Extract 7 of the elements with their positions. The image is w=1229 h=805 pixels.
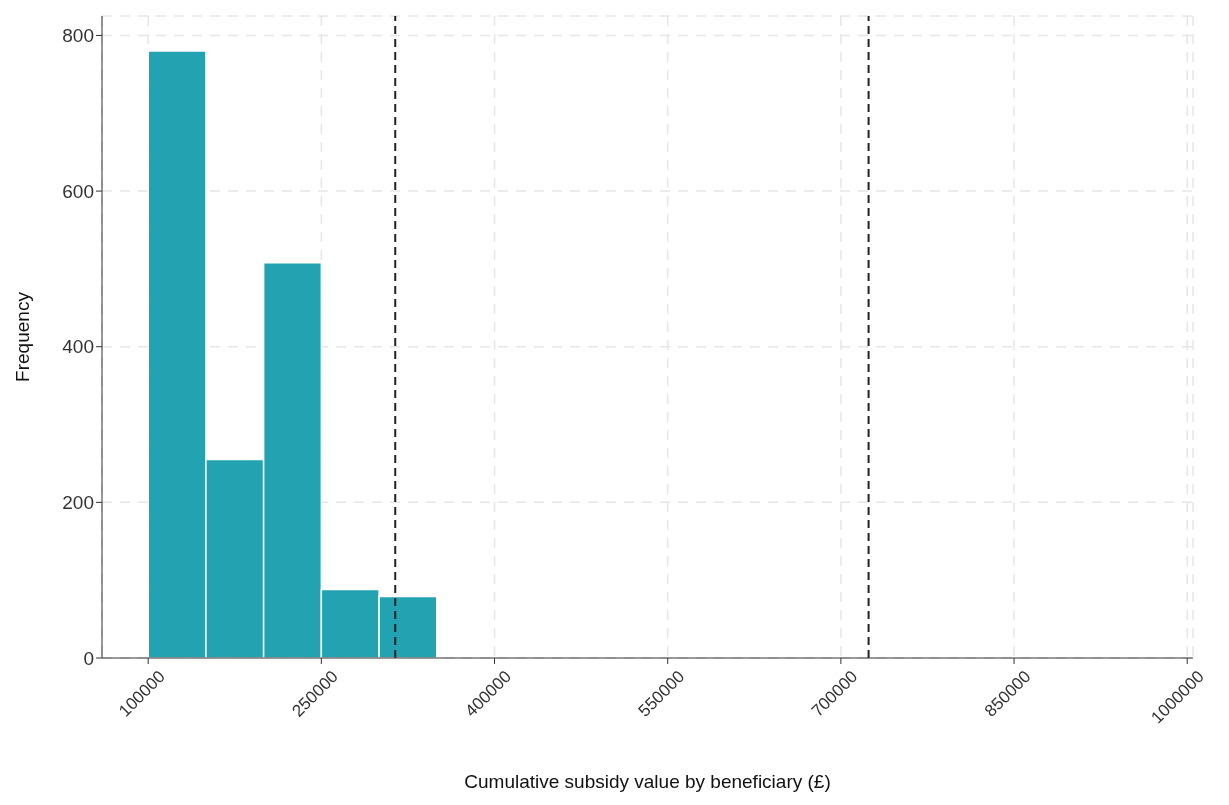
y-tick-label: 200 xyxy=(62,492,94,514)
x-axis-title: Cumulative subsidy value by beneficiary (£) xyxy=(464,771,831,792)
y-tick-label: 0 xyxy=(83,647,94,669)
y-tick-label: 800 xyxy=(62,25,94,47)
y-tick-label: 600 xyxy=(62,180,94,202)
y-axis-title: Frequency xyxy=(11,291,33,382)
y-tick-label: 400 xyxy=(62,336,94,358)
